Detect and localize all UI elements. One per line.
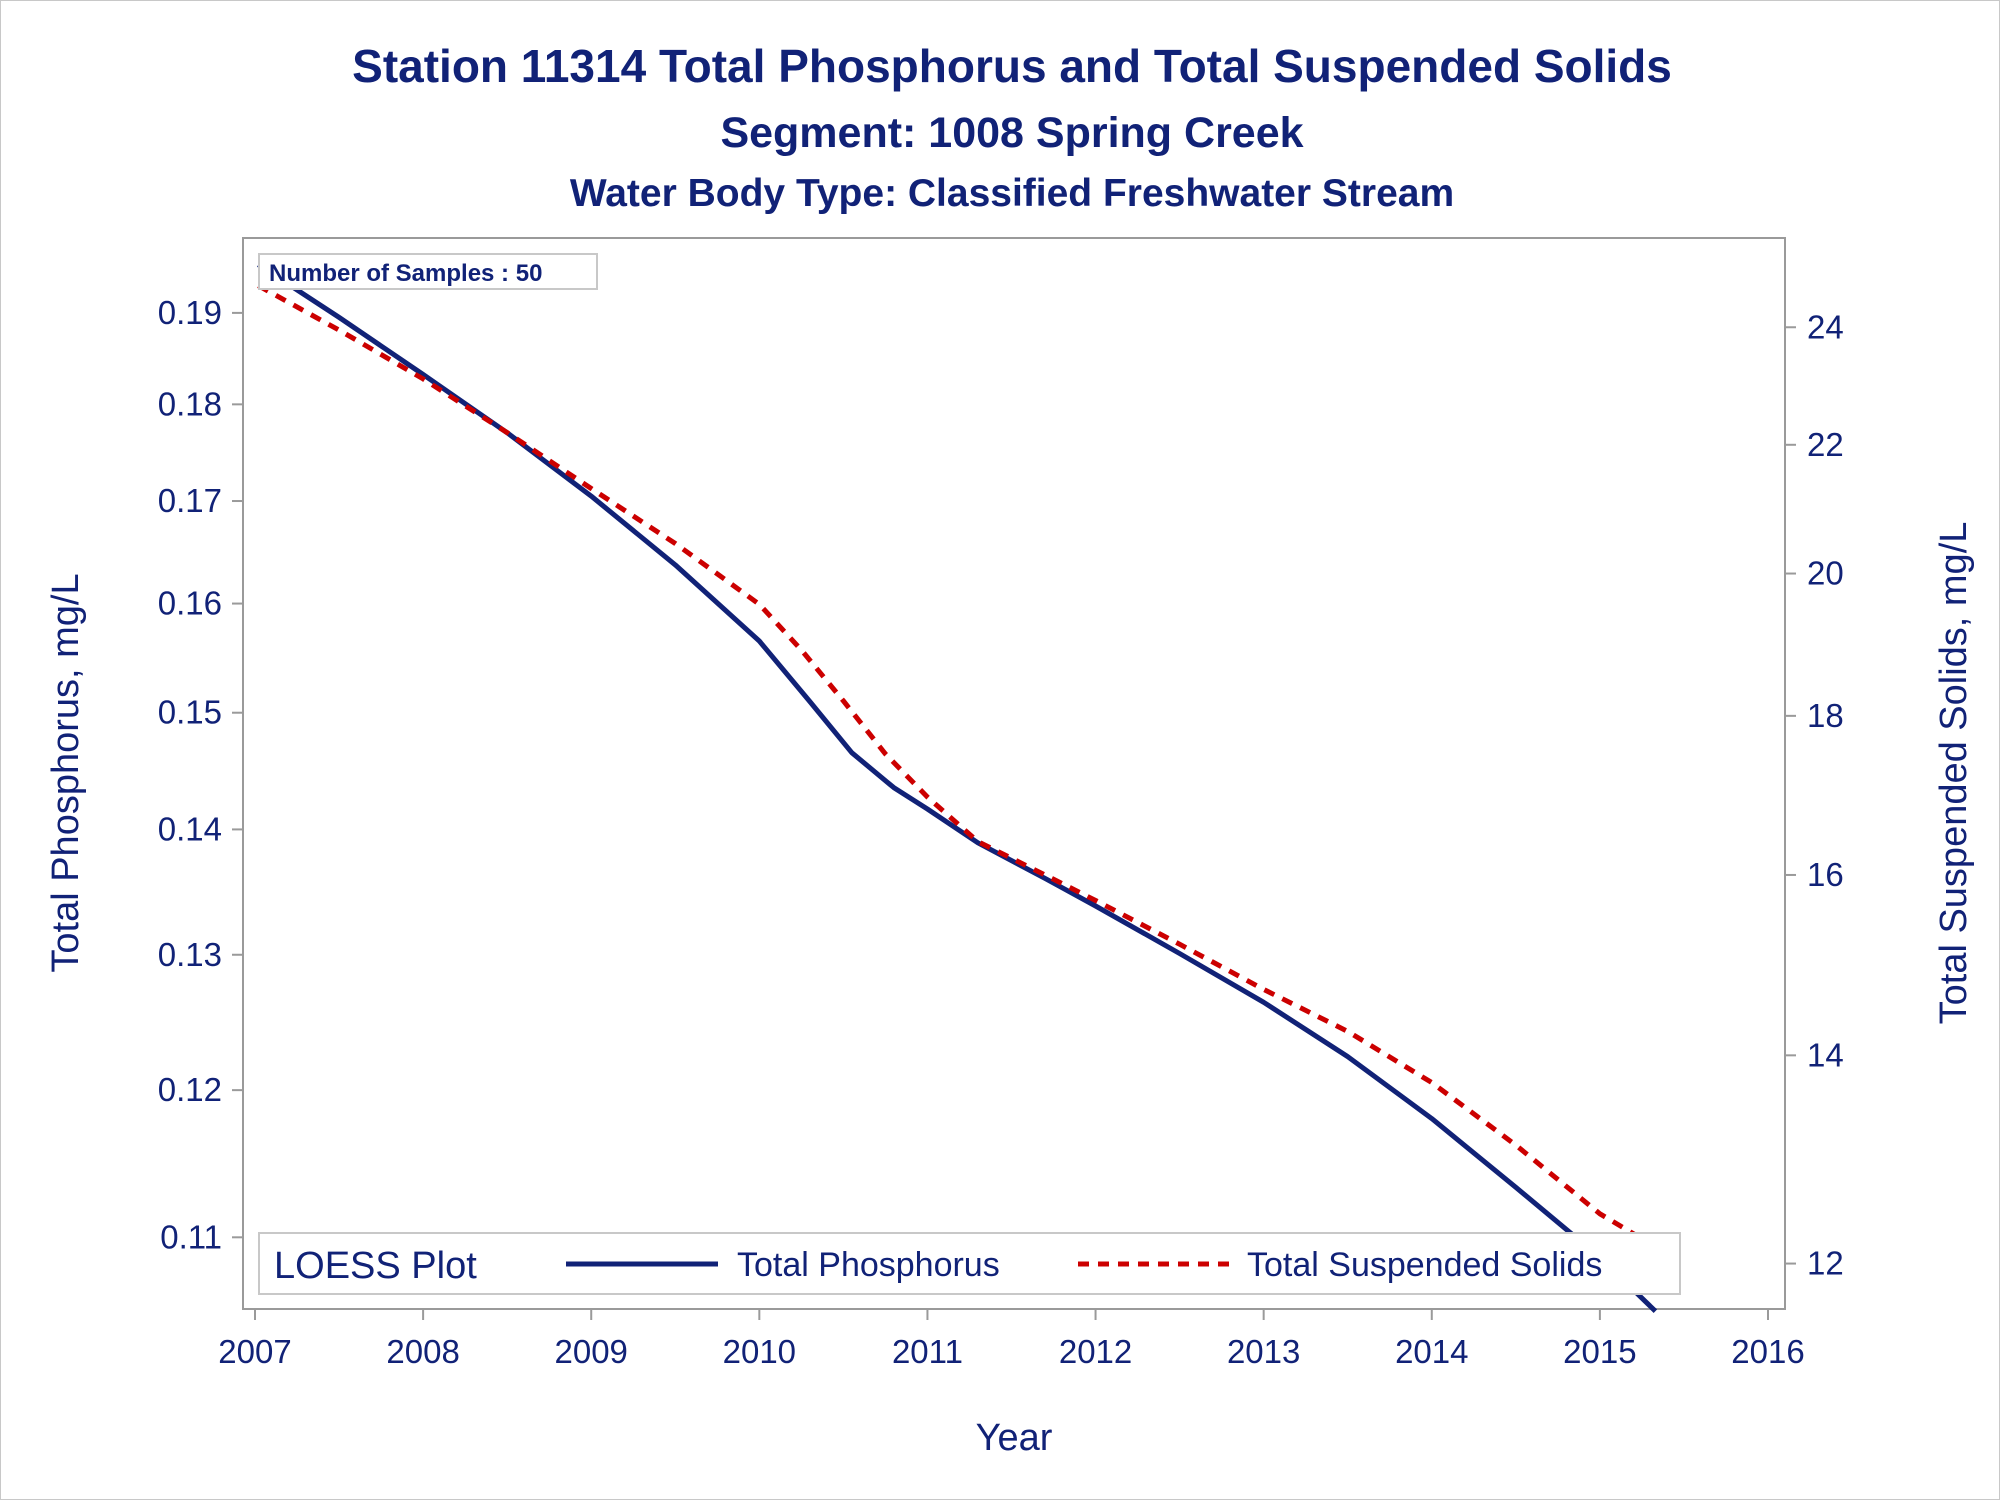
sample-count-box: Number of Samples : 50 <box>258 253 598 290</box>
chart-subtitle-2: Water Body Type: Classified Freshwater S… <box>570 172 1454 215</box>
series-line-total-phosphorus <box>257 262 1658 1313</box>
legend-label-total-phosphorus: Total Phosphorus <box>737 1246 1000 1284</box>
x-tick-label: 2007 <box>218 1333 291 1370</box>
y-axis-left: 0.11 0.12 0.13 0.14 0.15 0.16 0.17 0.18 0.19 <box>158 294 243 1255</box>
y-axis-right: 12 14 16 18 20 22 24 <box>1785 308 1844 1282</box>
y-tick-label: 0.13 <box>158 936 222 973</box>
y-tick-label: 0.11 <box>160 1218 222 1255</box>
y2-tick-label: 12 <box>1807 1245 1844 1282</box>
x-tick-label: 2011 <box>892 1333 963 1370</box>
legend-label-total-suspended-solids: Total Suspended Solids <box>1247 1246 1602 1284</box>
y-tick-label: 0.16 <box>158 585 222 622</box>
y2-axis-label: Total Suspended Solids, mg/L <box>1933 522 1975 1025</box>
x-axis: 2007 2008 2009 2010 2011 2012 2013 2014 2015 2016 <box>218 1309 1805 1370</box>
y2-tick-label: 24 <box>1807 308 1844 345</box>
legend-frame <box>258 1232 1681 1295</box>
y-tick-label: 0.15 <box>158 694 222 731</box>
y-tick-label: 0.12 <box>158 1071 222 1108</box>
x-tick-label: 2010 <box>723 1333 796 1370</box>
plot-area <box>242 237 1786 1310</box>
chart-title: Station 11314 Total Phosphorus and Total… <box>352 40 1672 92</box>
x-tick-label: 2016 <box>1731 1333 1804 1370</box>
series-line-total-suspended-solids <box>257 283 1657 1249</box>
x-tick-label: 2009 <box>555 1333 628 1370</box>
series-layer <box>257 262 1658 1313</box>
y-tick-label: 0.17 <box>158 482 222 519</box>
chart-subtitle: Segment: 1008 Spring Creek <box>720 109 1303 157</box>
x-tick-label: 2012 <box>1059 1333 1132 1370</box>
legend: LOESS Plot Total Phosphorus Total Suspen… <box>258 1232 1681 1295</box>
y-axis-label: Total Phosphorus, mg/L <box>45 573 87 972</box>
y2-tick-label: 22 <box>1807 426 1844 463</box>
y2-tick-label: 18 <box>1807 697 1844 734</box>
sample-count-text: Number of Samples : 50 <box>269 260 542 287</box>
y2-tick-label: 14 <box>1807 1036 1844 1073</box>
y-tick-label: 0.14 <box>158 810 222 847</box>
sample-count-frame <box>258 253 598 290</box>
x-tick-label: 2013 <box>1227 1333 1300 1370</box>
x-tick-label: 2014 <box>1395 1333 1468 1370</box>
legend-title: LOESS Plot <box>274 1245 477 1287</box>
y-tick-label: 0.19 <box>158 294 222 331</box>
x-axis-label: Year <box>976 1417 1053 1459</box>
y-tick-label: 0.18 <box>158 385 222 422</box>
x-tick-label: 2008 <box>386 1333 459 1370</box>
x-tick-label: 2015 <box>1563 1333 1636 1370</box>
y2-tick-label: 20 <box>1807 555 1844 592</box>
y2-tick-label: 16 <box>1807 856 1844 893</box>
